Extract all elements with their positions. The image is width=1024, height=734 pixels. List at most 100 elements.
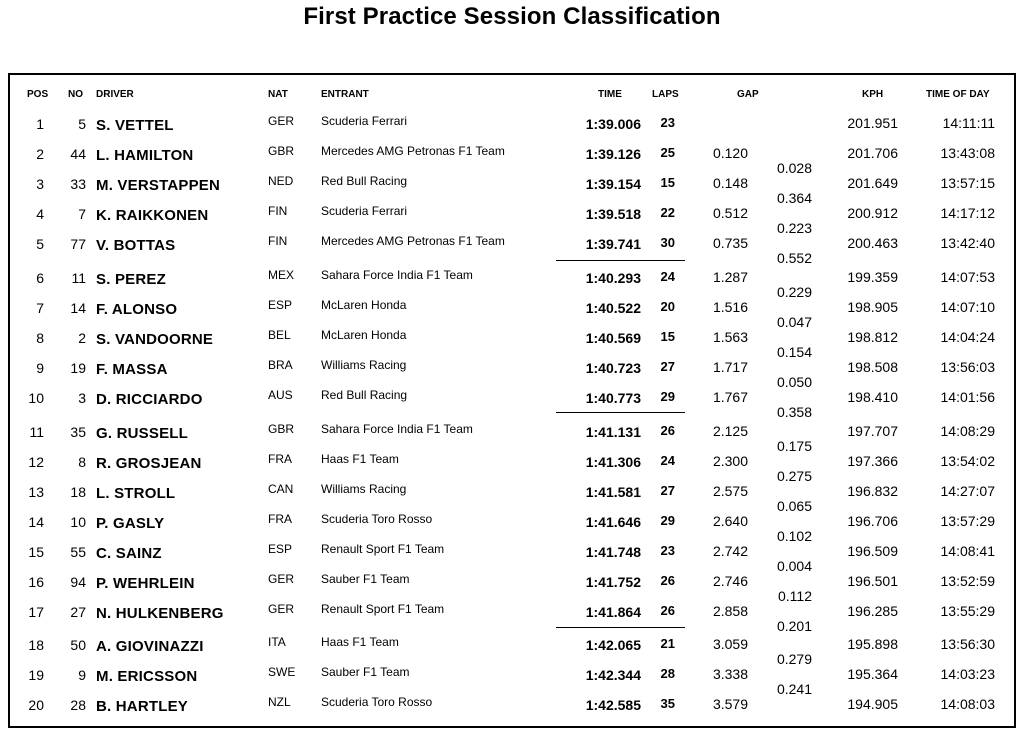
header-kph: KPH: [862, 89, 884, 100]
gap-cell: 3.338: [712, 666, 748, 682]
interval-cell: 0.552: [776, 250, 812, 266]
lap-time-cell: 1:39.126: [585, 146, 641, 162]
time-of-day-cell: 14:08:41: [940, 543, 996, 559]
speed-kph-cell: 195.898: [847, 636, 898, 652]
position-cell: 7: [36, 300, 44, 316]
laps-cell: 26: [660, 423, 675, 438]
position-cell: 6: [36, 270, 44, 286]
table-row: 6 11 S. PEREZ MEX Sahara Force India F1 Team…: [0, 268, 1024, 300]
speed-kph-cell: 201.706: [847, 145, 898, 161]
entrant-cell: Scuderia Toro Rosso: [321, 512, 433, 526]
interval-cell: 0.154: [776, 344, 812, 360]
table-row: 14 10 P. GASLY FRA Scuderia Toro Rosso 1:41.6…: [0, 512, 1024, 544]
header-time: TIME: [598, 89, 622, 100]
nationality-cell: ITA: [268, 635, 286, 649]
car-number-cell: 27: [70, 604, 86, 620]
speed-kph-cell: 196.509: [847, 543, 898, 559]
driver-name-cell: P. GASLY: [96, 515, 165, 532]
gap-cell: 2.640: [712, 513, 748, 529]
laps-cell: 22: [660, 205, 675, 220]
time-of-day-cell: 14:08:29: [940, 423, 996, 439]
header-pos: POS: [27, 89, 49, 100]
speed-kph-cell: 199.359: [847, 269, 898, 285]
entrant-cell: Red Bull Racing: [321, 388, 408, 402]
car-number-cell: 44: [70, 146, 86, 162]
entrant-cell: Scuderia Toro Rosso: [321, 695, 433, 709]
position-cell: 14: [28, 514, 44, 530]
lap-time-cell: 1:39.006: [585, 116, 641, 132]
laps-cell: 24: [660, 453, 675, 468]
table-row: 3 33 M. VERSTAPPEN NED Red Bull Racing 1:39.1…: [0, 174, 1024, 206]
interval-cell: 0.028: [776, 160, 812, 176]
table-row: 10 3 D. RICCIARDO AUS Red Bull Racing 1:40.77…: [0, 388, 1024, 420]
nationality-cell: ESP: [268, 542, 293, 556]
lap-time-cell: 1:40.293: [585, 270, 641, 286]
laps-cell: 23: [660, 115, 675, 130]
table-row: 5 77 V. BOTTAS FIN Mercedes AMG Petronas F1 …: [0, 234, 1024, 266]
table-row: 20 28 B. HARTLEY NZL Scuderia Toro Rosso 1:42…: [0, 695, 1024, 725]
lap-time-cell: 1:39.741: [585, 236, 641, 252]
speed-kph-cell: 200.912: [847, 205, 898, 221]
speed-kph-cell: 195.364: [847, 666, 898, 682]
lap-time-cell: 1:41.581: [585, 484, 641, 500]
lap-time-cell: 1:41.748: [585, 544, 641, 560]
gap-cell: 0.148: [712, 175, 748, 191]
car-number-cell: 35: [70, 424, 86, 440]
interval-cell: 0.275: [776, 468, 812, 484]
driver-name-cell: M. VERSTAPPEN: [96, 177, 221, 194]
speed-kph-cell: 197.366: [847, 453, 898, 469]
position-cell: 13: [28, 484, 44, 500]
nationality-cell: NED: [268, 174, 294, 188]
position-cell: 17: [28, 604, 44, 620]
header-entrant: ENTRANT: [321, 89, 369, 100]
lap-time-cell: 1:42.585: [585, 697, 641, 713]
car-number-cell: 77: [70, 236, 86, 252]
table-row: 1 5 S. VETTEL GER Scuderia Ferrari 1:39.006 23…: [0, 114, 1024, 144]
gap-cell: 1.767: [712, 389, 748, 405]
car-number-cell: 94: [70, 574, 86, 590]
entrant-cell: Sauber F1 Team: [321, 572, 410, 586]
entrant-cell: Haas F1 Team: [321, 452, 399, 466]
nationality-cell: ESP: [268, 298, 293, 312]
car-number-cell: 33: [70, 176, 86, 192]
entrant-cell: Renault Sport F1 Team: [321, 602, 445, 616]
gap-cell: 2.742: [712, 543, 748, 559]
position-cell: 16: [28, 574, 44, 590]
laps-cell: 35: [660, 696, 675, 711]
lap-time-cell: 1:40.522: [585, 300, 641, 316]
car-number-cell: 3: [78, 390, 86, 406]
time-of-day-cell: 14:03:23: [940, 666, 996, 682]
driver-name-cell: G. RUSSELL: [96, 425, 189, 442]
time-of-day-cell: 14:17:12: [940, 205, 996, 221]
interval-cell: 0.223: [776, 220, 812, 236]
table-row: 19 9 M. ERICSSON SWE Sauber F1 Team 1:42.344 2…: [0, 665, 1024, 697]
page-title: First Practice Session Classification: [303, 3, 721, 30]
group-separator: [556, 627, 685, 628]
nationality-cell: FIN: [268, 234, 288, 248]
time-of-day-cell: 13:56:03: [940, 359, 996, 375]
gap-cell: 2.125: [712, 423, 748, 439]
time-of-day-cell: 13:56:30: [940, 636, 996, 652]
lap-time-cell: 1:41.306: [585, 454, 641, 470]
interval-cell: 0.102: [776, 528, 812, 544]
position-cell: 9: [36, 360, 44, 376]
lap-time-cell: 1:40.773: [585, 390, 641, 406]
entrant-cell: Haas F1 Team: [321, 635, 399, 649]
speed-kph-cell: 198.812: [847, 329, 898, 345]
speed-kph-cell: 196.285: [847, 603, 898, 619]
interval-cell: 0.065: [776, 498, 812, 514]
entrant-cell: Scuderia Ferrari: [321, 204, 408, 218]
laps-cell: 21: [660, 636, 675, 651]
position-cell: 18: [28, 637, 44, 653]
gap-cell: 0.512: [712, 205, 748, 221]
lap-time-cell: 1:41.646: [585, 514, 641, 530]
header-nat: NAT: [268, 89, 288, 100]
speed-kph-cell: 200.463: [847, 235, 898, 251]
lap-time-cell: 1:41.752: [585, 574, 641, 590]
table-row: 17 27 N. HULKENBERG GER Renault Sport F1 Tea…: [0, 602, 1024, 634]
table-row: 9 19 F. MASSA BRA Williams Racing 1:40.723 27 1…: [0, 358, 1024, 390]
speed-kph-cell: 196.832: [847, 483, 898, 499]
time-of-day-cell: 14:01:56: [940, 389, 996, 405]
laps-cell: 20: [660, 299, 675, 314]
gap-cell: 2.300: [712, 453, 748, 469]
